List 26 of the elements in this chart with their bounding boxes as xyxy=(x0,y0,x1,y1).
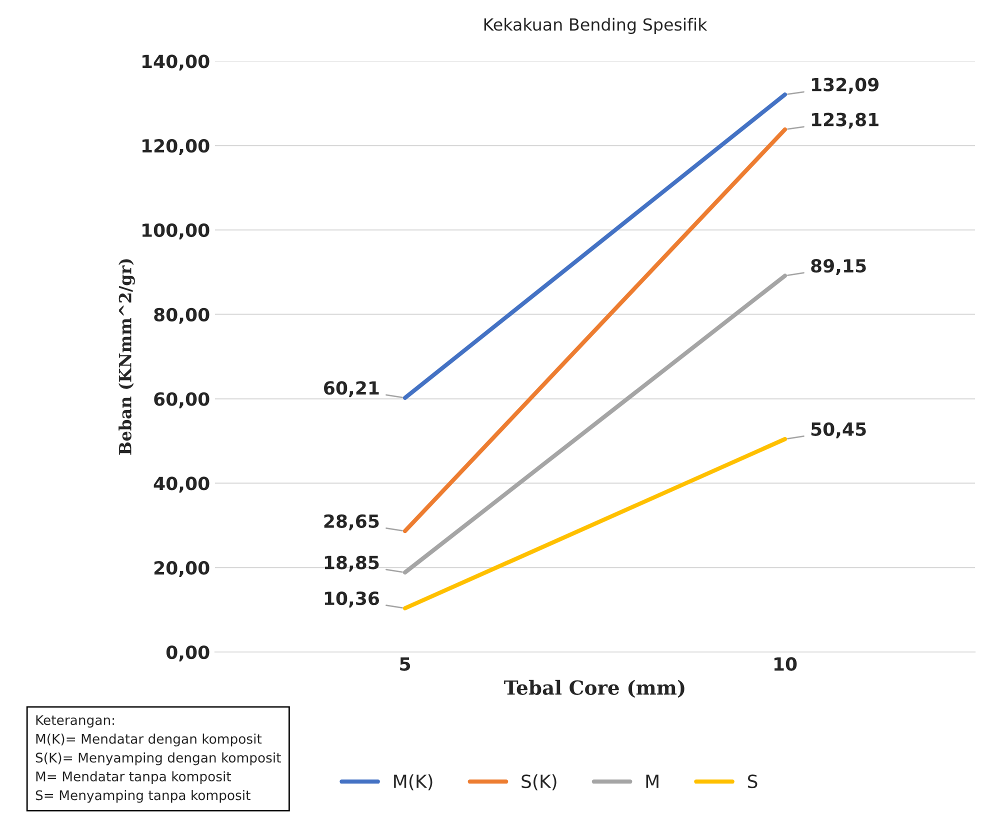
data-label: 18,85 xyxy=(324,556,379,572)
y-tick-label: 0,00 xyxy=(166,645,210,662)
y-tick-label: 40,00 xyxy=(154,476,210,493)
y-tick-label: 20,00 xyxy=(154,561,210,578)
legend-label: M xyxy=(646,774,658,788)
text: Keterangan: M(K)= Mendatar dengan komposit S(K)= Menyamping dengan komposit M= Mendatar tanpa komposit S= Menyamping tanpa komposit xyxy=(36,715,281,803)
data-label: 123,81 xyxy=(812,112,878,129)
data-label: 89,15 xyxy=(811,258,866,275)
legend-label: S xyxy=(748,774,758,788)
y-tick-label: 80,00 xyxy=(154,308,210,324)
y-tick-label: 120,00 xyxy=(142,138,210,155)
y-tick-label: 60,00 xyxy=(154,392,210,408)
data-label: 50,45 xyxy=(811,422,866,438)
data-label: 132,09 xyxy=(812,78,879,94)
y-axis-title: Beban (KNmm^2/gr) xyxy=(118,259,135,455)
data-label: 28,65 xyxy=(324,514,379,530)
legend-label: S(K) xyxy=(522,774,556,790)
x-tick-label: 10 xyxy=(774,657,797,671)
data-label: 60,21 xyxy=(324,381,379,398)
y-tick-label: 100,00 xyxy=(142,223,210,240)
x-tick-label: 5 xyxy=(400,657,410,671)
legend-label: M(K) xyxy=(394,774,432,790)
x-axis-title: Tebal Core (mm) xyxy=(504,680,684,698)
chart-title: Kekakuan Bending Spesifik xyxy=(484,18,708,34)
y-tick-label: 140,00 xyxy=(142,54,210,71)
data-label: 10,36 xyxy=(324,592,380,608)
